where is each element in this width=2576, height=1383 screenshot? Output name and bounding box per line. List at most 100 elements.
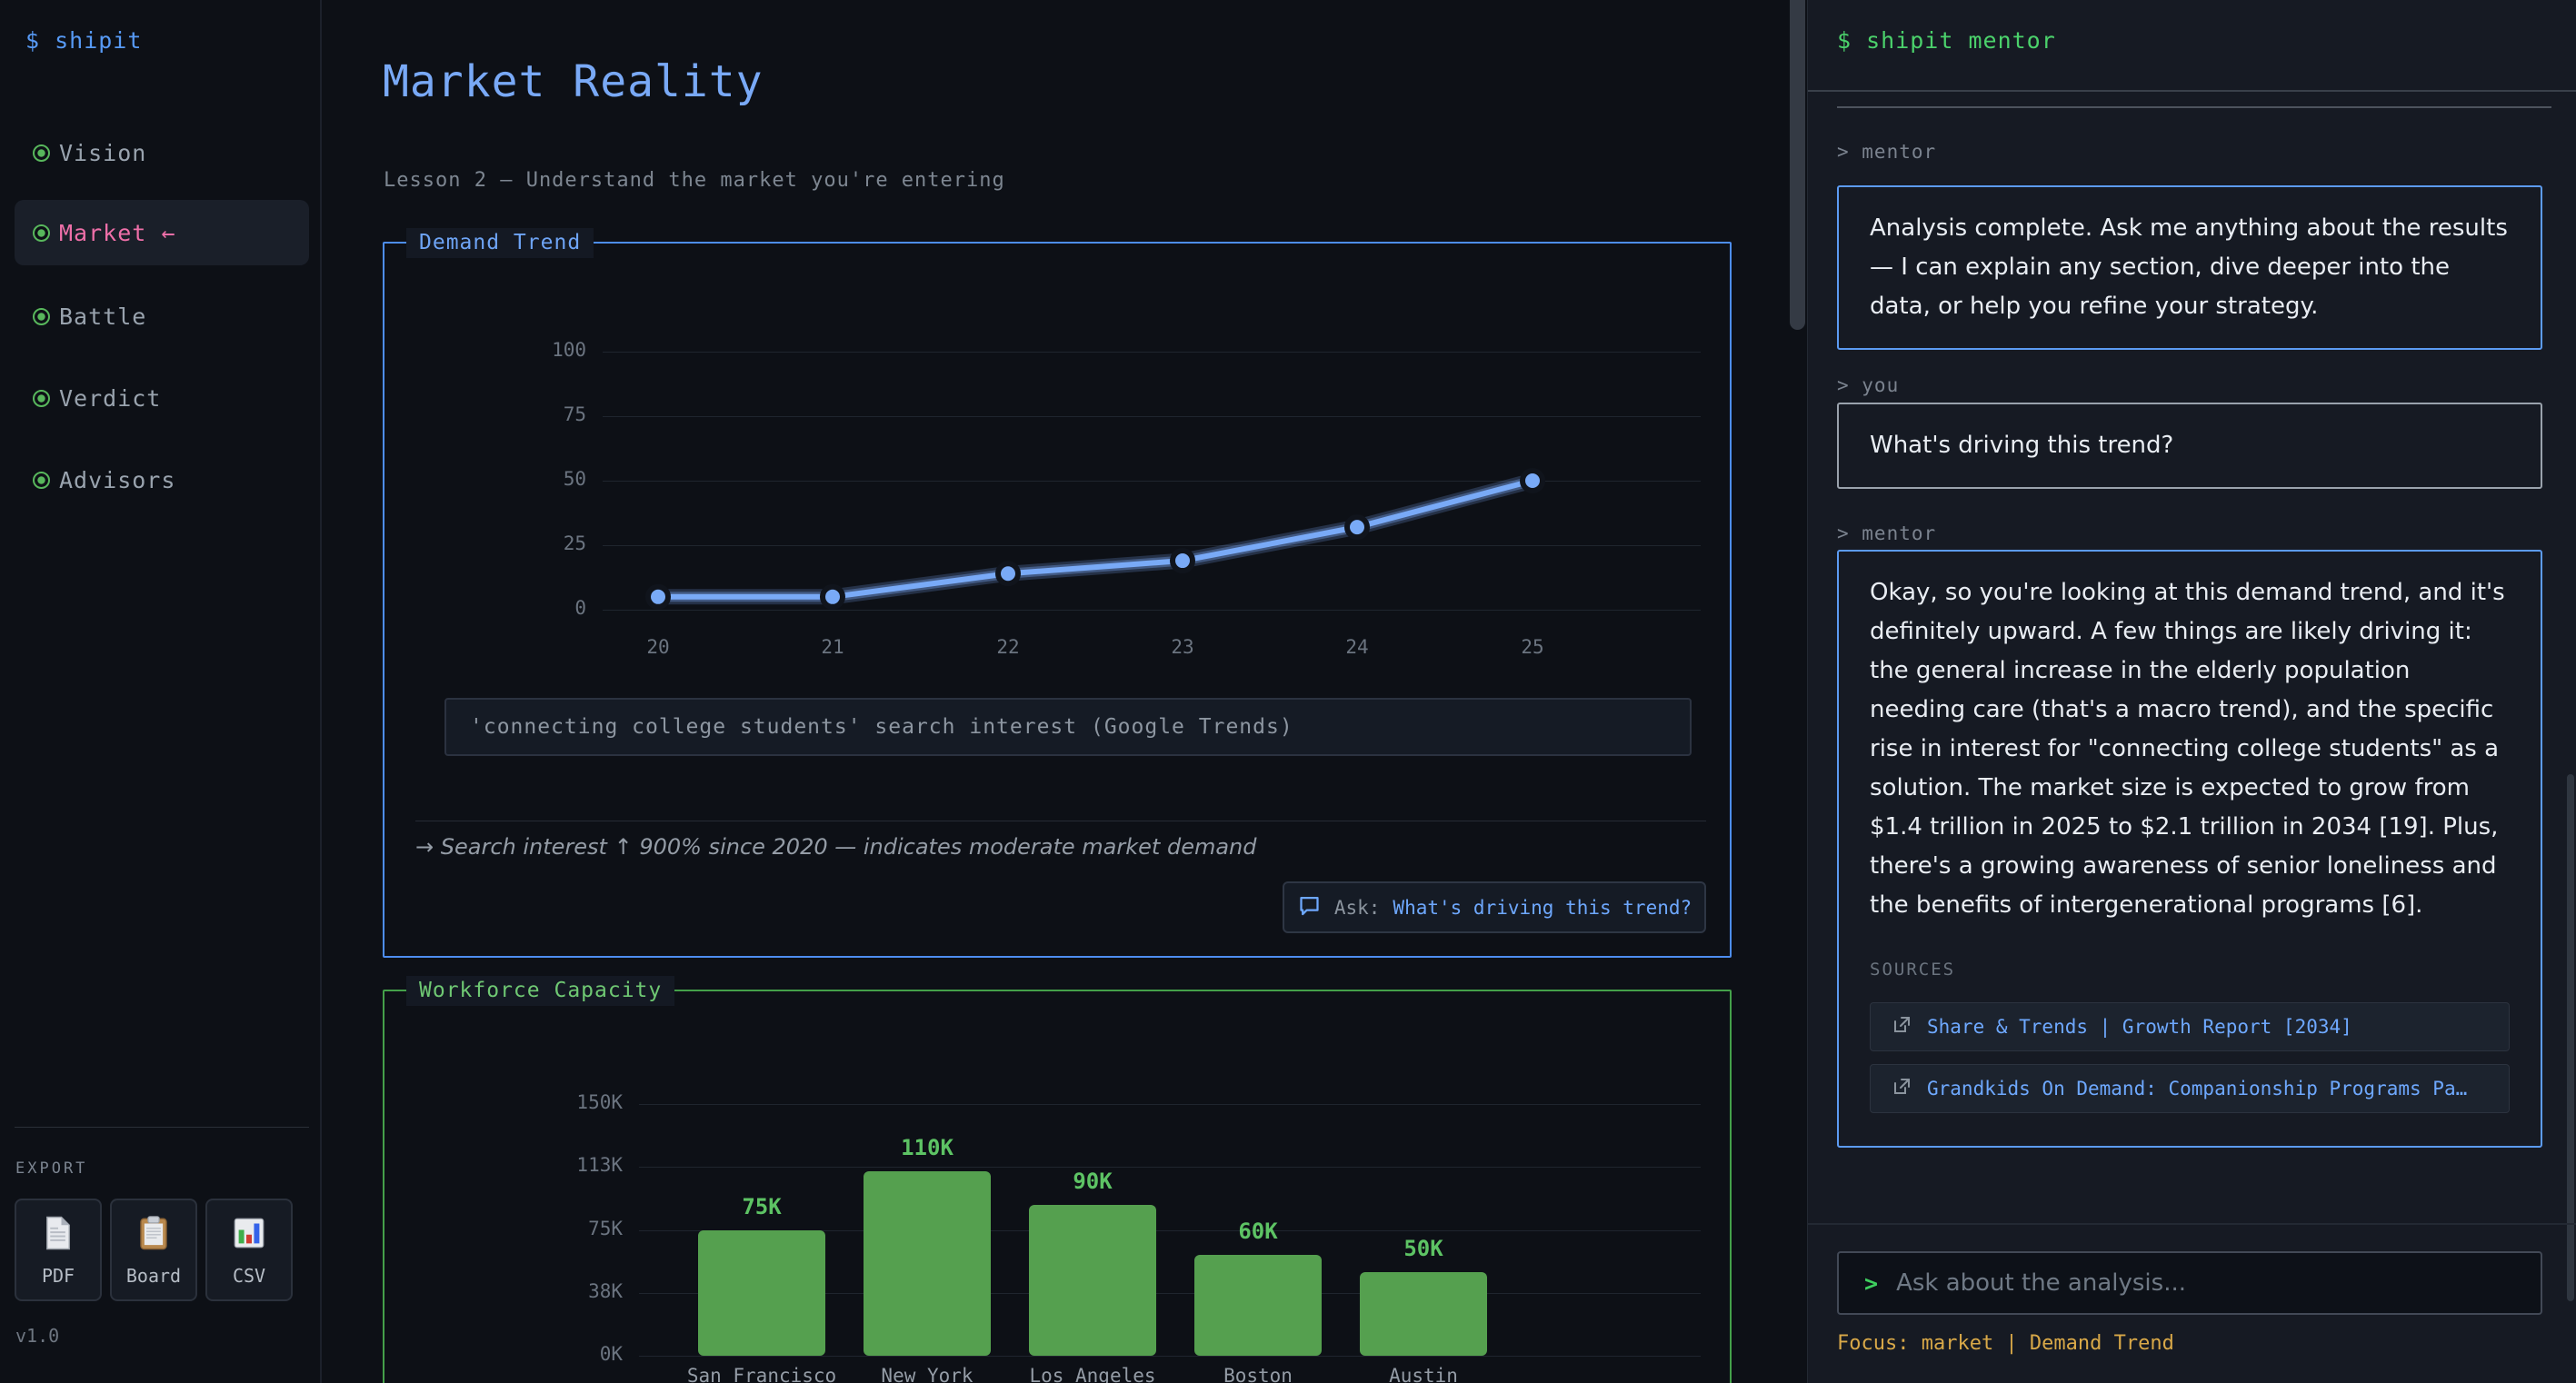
status-dot-icon bbox=[33, 307, 50, 325]
sidebar-item-label: Verdict bbox=[59, 384, 162, 412]
chat-input[interactable]: > Ask about the analysis... bbox=[1837, 1251, 2542, 1315]
x-axis-tick: 22 bbox=[996, 636, 1020, 658]
x-axis-tick: 25 bbox=[1521, 636, 1544, 658]
sidebar-item-label: Advisors bbox=[59, 466, 176, 493]
chart-caption: 'connecting college students' search int… bbox=[444, 698, 1692, 756]
y-axis-tick: 0K bbox=[599, 1343, 623, 1365]
y-axis-tick: 38K bbox=[588, 1279, 623, 1302]
message-text: Okay, so you're looking at this demand t… bbox=[1870, 579, 2505, 919]
message-role-label: > mentor bbox=[1837, 141, 1937, 163]
data-point bbox=[820, 583, 845, 610]
export-pdf-button[interactable]: PDF bbox=[15, 1199, 102, 1301]
page-title: Market Reality bbox=[383, 56, 764, 107]
gridline bbox=[603, 545, 1701, 546]
main-content: Market Reality Lesson 2 — Understand the… bbox=[324, 0, 1782, 1383]
source-link[interactable]: Grandkids On Demand: Companionship Progr… bbox=[1870, 1064, 2510, 1113]
clipboard-icon bbox=[135, 1214, 173, 1256]
bar-category-label: Los Angeles bbox=[1029, 1365, 1156, 1383]
sidebar-item-market[interactable]: Market ← bbox=[15, 200, 309, 265]
bar bbox=[1029, 1204, 1156, 1356]
gridline bbox=[639, 1167, 1701, 1169]
y-axis-tick: 75K bbox=[588, 1217, 623, 1239]
workforce-bar-chart: 0K 38K 75K 113K 150K 75K San Francisco 110K New … bbox=[384, 991, 1730, 1383]
y-axis-tick: 100 bbox=[552, 339, 586, 361]
bar-value-label: 75K bbox=[742, 1193, 782, 1219]
export-csv-button[interactable]: CSV bbox=[205, 1199, 293, 1301]
export-label: EXPORT bbox=[15, 1159, 88, 1178]
bar-category-label: Austin bbox=[1389, 1365, 1458, 1383]
gridline bbox=[603, 416, 1701, 417]
trend-line bbox=[645, 468, 1545, 610]
bar-category-label: San Francisco bbox=[686, 1365, 837, 1383]
bar bbox=[864, 1170, 991, 1356]
chat-footer-divider bbox=[1808, 1223, 2576, 1225]
x-axis-tick: 21 bbox=[821, 636, 844, 658]
sidebar-item-label: Market ← bbox=[59, 219, 176, 246]
chat-scrollbar-thumb[interactable] bbox=[2567, 774, 2574, 1301]
sidebar-item-label: Vision bbox=[59, 139, 147, 166]
bar bbox=[1360, 1271, 1487, 1356]
mentor-header-divider bbox=[1808, 90, 2576, 92]
chat-input-placeholder: Ask about the analysis... bbox=[1896, 1269, 2186, 1297]
export-btn-label: Board bbox=[125, 1264, 182, 1287]
mentor-panel: $ shipit mentor > mentor Analysis comple… bbox=[1807, 0, 2576, 1383]
y-axis-tick: 150K bbox=[576, 1091, 623, 1113]
message-role-label: > mentor bbox=[1837, 522, 1937, 544]
ask-question: What's driving this trend? bbox=[1393, 896, 1692, 919]
source-link-text: Grandkids On Demand: Companionship Progr… bbox=[1927, 1078, 2468, 1099]
page-subtitle: Lesson 2 — Understand the market you're … bbox=[384, 169, 1005, 192]
y-axis-tick: 75 bbox=[563, 403, 586, 425]
export-board-button[interactable]: Board bbox=[110, 1199, 197, 1301]
export-btn-label: PDF bbox=[41, 1264, 75, 1287]
gridline bbox=[639, 1229, 1701, 1231]
status-dot-icon bbox=[33, 224, 50, 242]
status-dot-icon bbox=[33, 471, 50, 489]
bar bbox=[698, 1229, 825, 1356]
app-logo: $ shipit bbox=[25, 27, 143, 54]
message-role-label: > you bbox=[1837, 374, 1900, 396]
version-label: v1.0 bbox=[15, 1325, 60, 1347]
bar bbox=[1194, 1255, 1322, 1356]
source-link[interactable]: Share & Trends | Growth Report [2034] bbox=[1870, 1002, 2510, 1051]
export-buttons: PDF Board bbox=[15, 1199, 293, 1301]
y-axis-tick: 113K bbox=[576, 1154, 623, 1177]
gridline bbox=[639, 1292, 1701, 1294]
document-icon bbox=[39, 1214, 77, 1256]
bar-category-label: Boston bbox=[1223, 1365, 1293, 1383]
trend-annotation: → Search interest ↑ 900% since 2020 — in… bbox=[415, 834, 1257, 860]
chat-top-divider bbox=[1837, 106, 2551, 108]
y-axis-tick: 50 bbox=[563, 468, 586, 490]
sidebar-item-vision[interactable]: Vision bbox=[15, 120, 309, 185]
prompt-icon: > bbox=[1864, 1269, 1879, 1297]
x-axis-tick: 24 bbox=[1345, 636, 1369, 658]
workforce-panel-legend: Workforce Capacity bbox=[406, 976, 675, 1006]
demand-line-chart: 0 25 50 75 100 20 21 22 23 24 25 bbox=[384, 244, 1730, 956]
sidebar-item-advisors[interactable]: Advisors bbox=[15, 447, 309, 512]
data-point bbox=[645, 583, 671, 610]
status-dot-icon bbox=[33, 389, 50, 407]
main-scrollbar-thumb[interactable] bbox=[1790, 0, 1805, 330]
x-axis-tick: 20 bbox=[646, 636, 670, 658]
speech-bubble-icon bbox=[1297, 893, 1322, 922]
sidebar-item-verdict[interactable]: Verdict bbox=[15, 365, 309, 431]
sidebar: $ shipit Vision Market ← Battle Verdict … bbox=[0, 0, 322, 1383]
external-link-icon bbox=[1891, 1014, 1912, 1040]
data-point bbox=[1520, 468, 1545, 493]
sidebar-item-label: Battle bbox=[59, 303, 147, 330]
source-link-text: Share & Trends | Growth Report [2034] bbox=[1927, 1016, 2352, 1038]
gridline bbox=[639, 1356, 1701, 1357]
sidebar-item-battle[interactable]: Battle bbox=[15, 284, 309, 349]
demand-panel-legend: Demand Trend bbox=[406, 228, 594, 258]
user-message: What's driving this trend? bbox=[1837, 403, 2542, 489]
message-text: Analysis complete. Ask me anything about… bbox=[1870, 214, 2508, 320]
focus-indicator: Focus: market | Demand Trend bbox=[1837, 1332, 2174, 1355]
ask-trend-button[interactable]: Ask: What's driving this trend? bbox=[1283, 881, 1706, 933]
y-axis-tick: 0 bbox=[574, 597, 586, 619]
external-link-icon bbox=[1891, 1076, 1912, 1102]
gridline bbox=[603, 352, 1701, 353]
mentor-message: Okay, so you're looking at this demand t… bbox=[1837, 550, 2542, 1148]
sidebar-divider bbox=[15, 1127, 309, 1128]
y-axis-tick: 25 bbox=[563, 532, 586, 554]
bar-value-label: 110K bbox=[901, 1134, 954, 1160]
message-text: What's driving this trend? bbox=[1870, 432, 2174, 459]
